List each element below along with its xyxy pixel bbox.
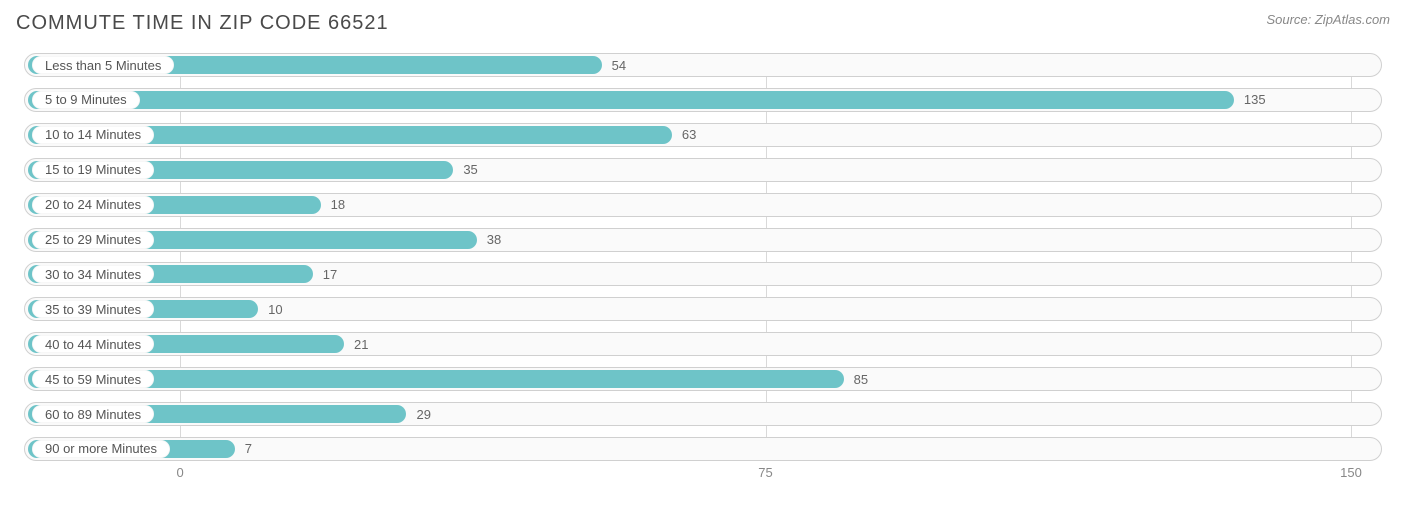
bar-row: 5 to 9 Minutes 135: [24, 88, 1382, 112]
value-label: 21: [354, 332, 368, 356]
value-label: 35: [463, 158, 477, 182]
bar-row: 90 or more Minutes 7: [24, 437, 1382, 461]
x-axis: 0 75 150: [24, 461, 1382, 483]
value-label: 29: [416, 402, 430, 426]
value-label: 38: [487, 228, 501, 252]
bar-row: 45 to 59 Minutes 85: [24, 367, 1382, 391]
plot: Less than 5 Minutes 54 5 to 9 Minutes 135 10…: [24, 53, 1382, 483]
category-label: 30 to 34 Minutes: [32, 265, 154, 283]
bar-row: 30 to 34 Minutes 17: [24, 262, 1382, 286]
category-label: 60 to 89 Minutes: [32, 405, 154, 423]
x-tick: 150: [1340, 465, 1362, 480]
bar-row: 20 to 24 Minutes 18: [24, 193, 1382, 217]
value-label: 54: [612, 53, 626, 77]
bar-row: 40 to 44 Minutes 21: [24, 332, 1382, 356]
category-label: 45 to 59 Minutes: [32, 370, 154, 388]
category-label: 35 to 39 Minutes: [32, 300, 154, 318]
category-label: 5 to 9 Minutes: [32, 91, 140, 109]
chart-title: COMMUTE TIME IN ZIP CODE 66521: [16, 12, 389, 35]
value-label: 85: [854, 367, 868, 391]
value-label: 17: [323, 262, 337, 286]
chart-source: Source: ZipAtlas.com: [1266, 12, 1390, 27]
bar-row: 35 to 39 Minutes 10: [24, 297, 1382, 321]
category-label: 40 to 44 Minutes: [32, 335, 154, 353]
category-label: Less than 5 Minutes: [32, 56, 174, 74]
value-label: 7: [245, 437, 252, 461]
bars-container: Less than 5 Minutes 54 5 to 9 Minutes 135 10…: [24, 53, 1382, 461]
value-label: 63: [682, 123, 696, 147]
chart-area: Less than 5 Minutes 54 5 to 9 Minutes 135 10…: [16, 53, 1390, 483]
chart-header: COMMUTE TIME IN ZIP CODE 66521 Source: Z…: [16, 12, 1390, 35]
bar-row: 60 to 89 Minutes 29: [24, 402, 1382, 426]
x-tick: 0: [176, 465, 183, 480]
x-tick: 75: [758, 465, 772, 480]
category-label: 10 to 14 Minutes: [32, 126, 154, 144]
value-label: 18: [331, 193, 345, 217]
bar-row: Less than 5 Minutes 54: [24, 53, 1382, 77]
category-label: 90 or more Minutes: [32, 440, 170, 458]
bar-row: 15 to 19 Minutes 35: [24, 158, 1382, 182]
bar: [28, 91, 1234, 109]
bar-row: 10 to 14 Minutes 63: [24, 123, 1382, 147]
value-label: 10: [268, 297, 282, 321]
category-label: 25 to 29 Minutes: [32, 231, 154, 249]
category-label: 20 to 24 Minutes: [32, 196, 154, 214]
value-label: 135: [1244, 88, 1266, 112]
bar-row: 25 to 29 Minutes 38: [24, 228, 1382, 252]
category-label: 15 to 19 Minutes: [32, 161, 154, 179]
